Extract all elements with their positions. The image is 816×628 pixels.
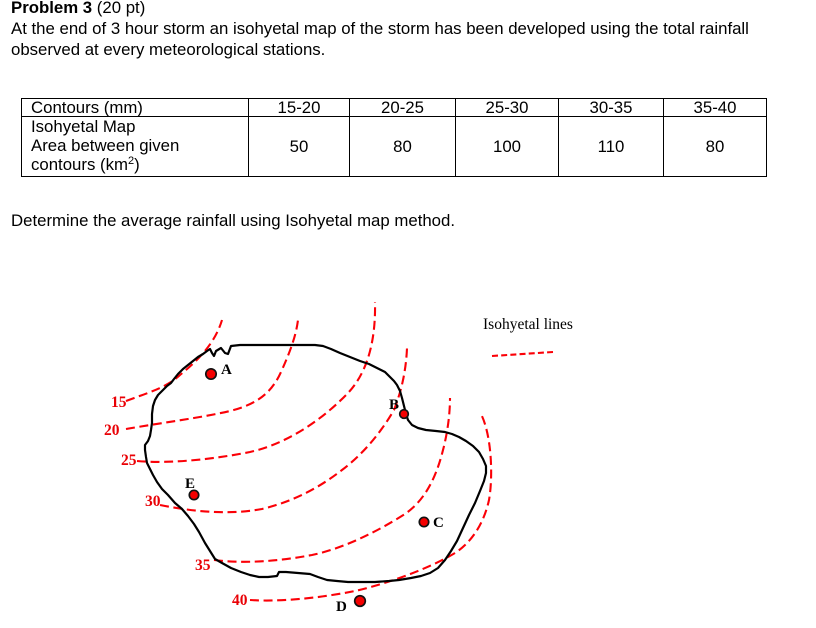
svg-text:35: 35 [195, 557, 211, 574]
svg-text:C: C [433, 515, 444, 531]
svg-text:15: 15 [111, 394, 127, 411]
svg-text:40: 40 [232, 592, 248, 609]
svg-text:20: 20 [104, 422, 120, 439]
svg-text:D: D [336, 599, 347, 615]
svg-text:25: 25 [121, 452, 137, 469]
svg-text:E: E [185, 476, 195, 492]
svg-text:30: 30 [145, 493, 161, 510]
svg-text:B: B [389, 397, 399, 413]
svg-text:A: A [221, 362, 232, 378]
svg-text:Isohyetal lines: Isohyetal lines [483, 316, 573, 333]
